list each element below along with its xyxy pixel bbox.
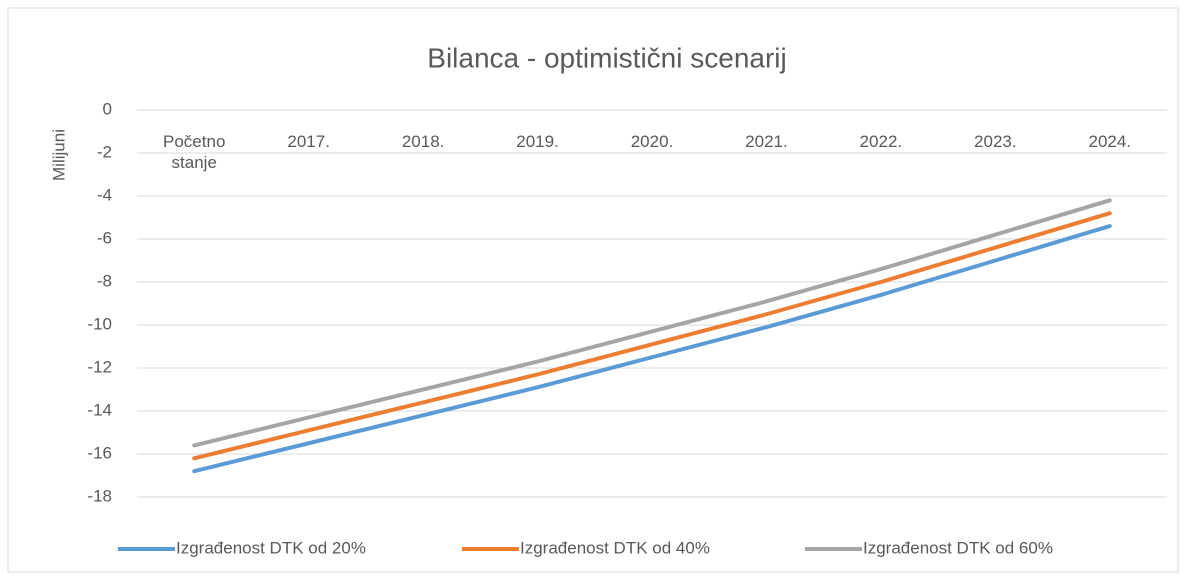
x-tick-label: 2019.	[516, 132, 559, 151]
legend-label: Izgrađenost DTK od 60%	[863, 538, 1053, 557]
legend-label: Izgrađenost DTK od 40%	[520, 538, 710, 557]
y-tick-label: -18	[87, 486, 112, 505]
x-tick-label: 2020.	[630, 132, 674, 151]
y-tick-label: 0	[103, 99, 112, 118]
y-tick-label: -10	[87, 314, 112, 333]
y-tick-label: -2	[97, 142, 112, 161]
y-tick-label: -6	[97, 228, 112, 247]
chart-border	[7, 7, 1179, 573]
x-tick-label: 2024.	[1088, 132, 1132, 151]
series-line	[192, 211, 1112, 461]
x-tick-label: 2017.	[287, 132, 330, 151]
x-tick-label: 2022.	[859, 132, 903, 151]
x-tick-label: 2023.	[974, 132, 1017, 151]
y-tick-label: -12	[87, 357, 112, 376]
series-line	[192, 224, 1112, 474]
legend-label: Izgrađenost DTK od 20%	[176, 538, 366, 557]
chart-title: Bilanca - optimistični scenarij	[427, 42, 786, 73]
y-tick-label: -4	[97, 185, 112, 204]
y-axis-title: Milijuni	[49, 129, 68, 181]
x-tick-label: 2021.	[745, 132, 788, 151]
x-tick-label: 2018.	[401, 132, 445, 151]
series-line	[192, 198, 1112, 448]
y-tick-label: -8	[97, 271, 112, 290]
x-tick-label: Početno stanje	[163, 132, 226, 172]
y-tick-label: -14	[87, 400, 112, 419]
y-tick-label: -16	[87, 443, 112, 462]
